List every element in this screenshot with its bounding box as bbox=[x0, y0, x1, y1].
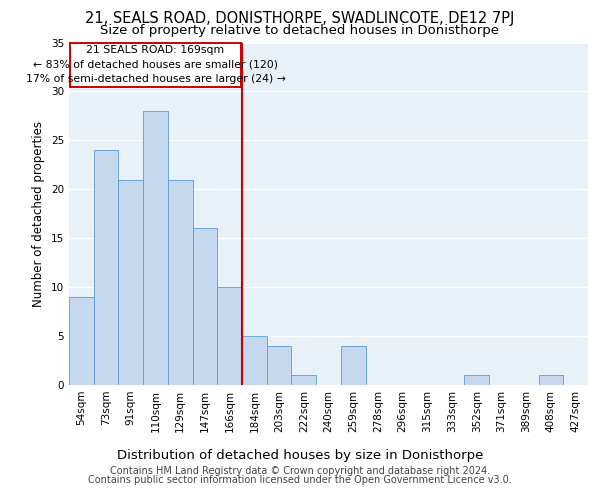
Bar bbox=[341, 346, 365, 385]
Bar bbox=[143, 111, 168, 385]
Bar bbox=[539, 375, 563, 385]
Text: Size of property relative to detached houses in Donisthorpe: Size of property relative to detached ho… bbox=[101, 24, 499, 37]
Bar bbox=[267, 346, 292, 385]
Text: Distribution of detached houses by size in Donisthorpe: Distribution of detached houses by size … bbox=[117, 450, 483, 462]
Text: Contains HM Land Registry data © Crown copyright and database right 2024.: Contains HM Land Registry data © Crown c… bbox=[110, 466, 490, 476]
Bar bbox=[69, 297, 94, 385]
Text: 21, SEALS ROAD, DONISTHORPE, SWADLINCOTE, DE12 7PJ: 21, SEALS ROAD, DONISTHORPE, SWADLINCOTE… bbox=[85, 11, 515, 26]
Text: Contains public sector information licensed under the Open Government Licence v3: Contains public sector information licen… bbox=[88, 475, 512, 485]
Text: 21 SEALS ROAD: 169sqm
← 83% of detached houses are smaller (120)
17% of semi-det: 21 SEALS ROAD: 169sqm ← 83% of detached … bbox=[26, 45, 286, 84]
Y-axis label: Number of detached properties: Number of detached properties bbox=[32, 120, 46, 306]
Bar bbox=[193, 228, 217, 385]
Bar bbox=[292, 375, 316, 385]
Bar bbox=[242, 336, 267, 385]
Bar bbox=[168, 180, 193, 385]
Bar bbox=[464, 375, 489, 385]
Bar bbox=[94, 150, 118, 385]
FancyBboxPatch shape bbox=[70, 42, 241, 86]
Bar bbox=[217, 287, 242, 385]
Bar bbox=[118, 180, 143, 385]
